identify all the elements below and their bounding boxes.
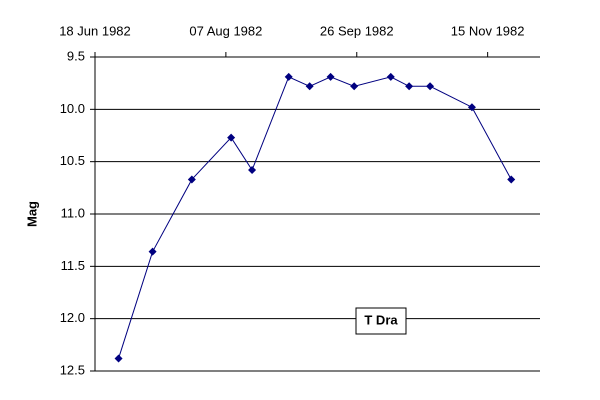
data-point [507, 175, 516, 184]
y-tick-label: 10.0 [60, 101, 85, 116]
data-point [284, 72, 293, 81]
data-point [187, 175, 196, 184]
y-tick-label: 11.0 [61, 205, 85, 220]
x-tick-label: 18 Jun 1982 [59, 23, 131, 38]
data-point [405, 82, 414, 91]
data-point [426, 82, 435, 91]
annotation-box [355, 307, 407, 335]
annotation: T Dra [364, 312, 398, 327]
y-tick-label: 12.0 [60, 310, 85, 325]
data-point [227, 133, 236, 142]
y-tick-label: 12.5 [60, 362, 85, 377]
x-tick-label: 07 Aug 1982 [189, 23, 262, 38]
y-tick-label: 9.5 [67, 48, 85, 63]
data-point [386, 72, 395, 81]
y-tick-label: 11.5 [61, 258, 85, 273]
x-tick-label: 26 Sep 1982 [320, 23, 394, 38]
y-axis-label: Mag [24, 201, 39, 227]
y-tick-label: 10.5 [60, 153, 85, 168]
data-point [248, 166, 257, 175]
data-point [305, 82, 314, 91]
data-point [148, 247, 157, 256]
data-point [467, 103, 476, 112]
x-tick-label: 15 Nov 1982 [451, 23, 525, 38]
data-point [326, 72, 335, 81]
data-point [350, 82, 359, 91]
data-point [114, 354, 123, 363]
